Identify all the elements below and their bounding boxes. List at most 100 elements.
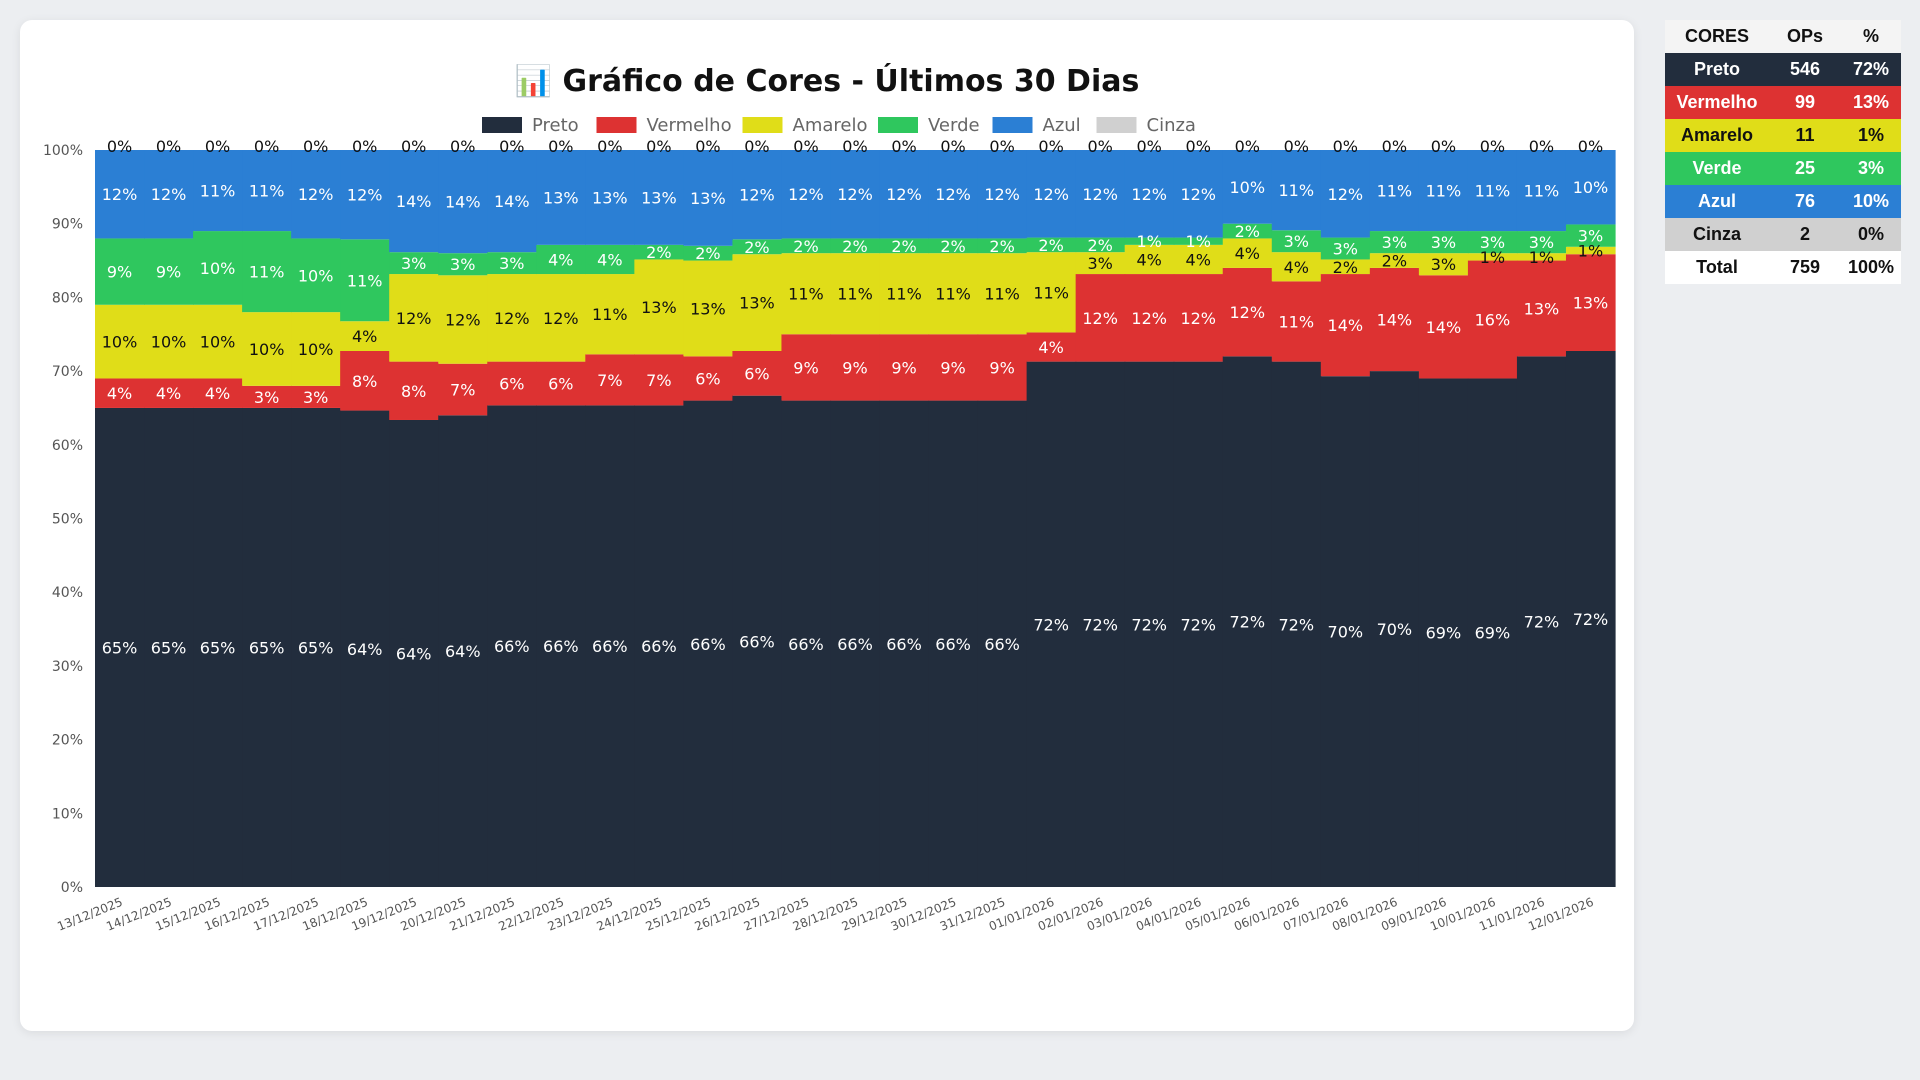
bar-segment-vermelho — [144, 378, 194, 408]
data-label-cinza: 0% — [401, 137, 426, 156]
bar-segment-azul — [1516, 150, 1567, 232]
summary-ops: 76 — [1794, 191, 1816, 211]
data-label-verde: 2% — [646, 243, 671, 262]
bar-segment-vermelho — [1467, 260, 1518, 379]
data-label-azul: 12% — [298, 185, 334, 204]
data-label-azul: 14% — [445, 193, 481, 212]
data-label-amarelo: 12% — [445, 311, 481, 330]
legend-label-vermelho: Vermelho — [647, 115, 732, 136]
summary-row-azul: Azul 76 10% — [1665, 185, 1901, 218]
bar-segment-amarelo — [389, 274, 439, 362]
data-label-verde: 2% — [842, 237, 867, 256]
data-label-amarelo: 11% — [837, 285, 873, 304]
bar-segment-preto — [1271, 361, 1322, 887]
data-label-cinza: 0% — [1333, 137, 1358, 156]
data-label-cinza: 0% — [793, 137, 818, 156]
bar-segment-preto — [683, 400, 734, 887]
bar-segment-amarelo — [683, 260, 734, 357]
bar-segment-preto — [389, 419, 439, 887]
bar-segment-preto — [1467, 378, 1518, 887]
data-label-cinza: 0% — [1431, 137, 1456, 156]
bar-segment-preto — [1075, 361, 1126, 887]
summary-header-row: CORES OPs % — [1665, 20, 1901, 53]
data-label-cinza: 0% — [156, 137, 181, 156]
bar-segment-amarelo — [340, 321, 390, 351]
data-label-cinza: 0% — [744, 137, 769, 156]
bar-segment-azul — [1026, 150, 1077, 238]
data-label-azul: 12% — [886, 185, 922, 204]
bar-segment-azul — [928, 150, 979, 239]
data-label-amarelo: 10% — [298, 340, 334, 359]
data-label-cinza: 0% — [1529, 137, 1554, 156]
bar-segment-verde — [144, 238, 194, 305]
bar-segment-verde — [1516, 231, 1567, 254]
data-label-cinza: 0% — [646, 137, 671, 156]
summary-color-name: Preto — [1693, 59, 1740, 79]
data-label-vermelho: 12% — [1082, 309, 1118, 328]
data-label-amarelo: 2% — [1382, 252, 1407, 271]
legend-swatch-azul — [992, 117, 1033, 133]
data-label-cinza: 0% — [548, 137, 573, 156]
data-label-cinza: 0% — [1087, 137, 1112, 156]
data-label-vermelho: 12% — [1180, 309, 1216, 328]
data-label-amarelo: 12% — [543, 309, 579, 328]
data-label-preto: 72% — [1524, 613, 1560, 632]
bar-segment-amarelo — [781, 253, 832, 335]
legend-label-preto: Preto — [532, 115, 579, 136]
data-label-azul: 12% — [984, 185, 1020, 204]
data-label-cinza: 0% — [891, 137, 916, 156]
y-tick-label: 100% — [43, 143, 83, 159]
bar-segment-preto — [1026, 361, 1077, 887]
data-label-amarelo: 11% — [788, 285, 824, 304]
bar-segment-azul — [634, 150, 684, 245]
data-label-amarelo: 1% — [1480, 248, 1505, 267]
data-label-amarelo: 10% — [249, 340, 285, 359]
data-label-verde: 1% — [1136, 232, 1161, 251]
data-label-amarelo: 4% — [352, 327, 377, 346]
data-label-cinza: 0% — [254, 137, 279, 156]
data-label-vermelho: 4% — [205, 384, 230, 403]
legend-label-verde: Verde — [928, 115, 980, 136]
data-label-cinza: 0% — [1480, 137, 1505, 156]
bar-segment-vermelho — [1124, 274, 1175, 362]
bar-segment-preto — [634, 405, 684, 887]
total-label: Total — [1665, 251, 1769, 284]
data-label-cinza: 0% — [107, 137, 132, 156]
bar-segment-verde — [340, 239, 390, 322]
bar-segment-verde — [242, 231, 292, 313]
bar-segment-vermelho — [977, 334, 1028, 401]
data-label-vermelho: 4% — [1038, 338, 1063, 357]
data-label-preto: 66% — [690, 635, 726, 654]
bar-segment-vermelho — [340, 351, 390, 411]
data-label-verde: 3% — [1333, 240, 1358, 259]
bar-segment-amarelo — [1320, 259, 1371, 275]
data-label-preto: 69% — [1475, 624, 1511, 643]
bar-segment-amarelo — [487, 274, 537, 362]
data-label-amarelo: 11% — [984, 285, 1020, 304]
data-label-amarelo: 1% — [1529, 248, 1554, 267]
bar-segment-amarelo — [1075, 252, 1126, 275]
data-label-preto: 66% — [788, 635, 824, 654]
data-label-verde: 2% — [940, 237, 965, 256]
data-label-cinza: 0% — [1382, 137, 1407, 156]
bar-segment-verde — [1271, 230, 1322, 253]
data-label-preto: 72% — [1131, 615, 1167, 634]
data-label-cinza: 0% — [989, 137, 1014, 156]
bar-segment-amarelo — [536, 274, 586, 362]
data-label-verde: 3% — [1284, 232, 1309, 251]
bar-segment-amarelo — [438, 275, 488, 364]
data-label-azul: 12% — [935, 185, 971, 204]
data-label-azul: 11% — [1279, 181, 1315, 200]
data-label-preto: 72% — [1033, 615, 1069, 634]
bar-segment-vermelho — [1075, 274, 1126, 362]
data-label-verde: 3% — [1382, 233, 1407, 252]
bar-segment-azul — [683, 150, 734, 246]
bar-segment-preto — [1320, 376, 1371, 887]
data-label-vermelho: 9% — [891, 358, 916, 377]
data-label-amarelo: 3% — [1087, 254, 1112, 273]
bar-segment-preto — [1369, 371, 1420, 888]
data-label-azul: 12% — [102, 185, 138, 204]
data-label-cinza: 0% — [842, 137, 867, 156]
data-label-preto: 72% — [1573, 610, 1609, 629]
data-label-azul: 12% — [739, 186, 775, 205]
